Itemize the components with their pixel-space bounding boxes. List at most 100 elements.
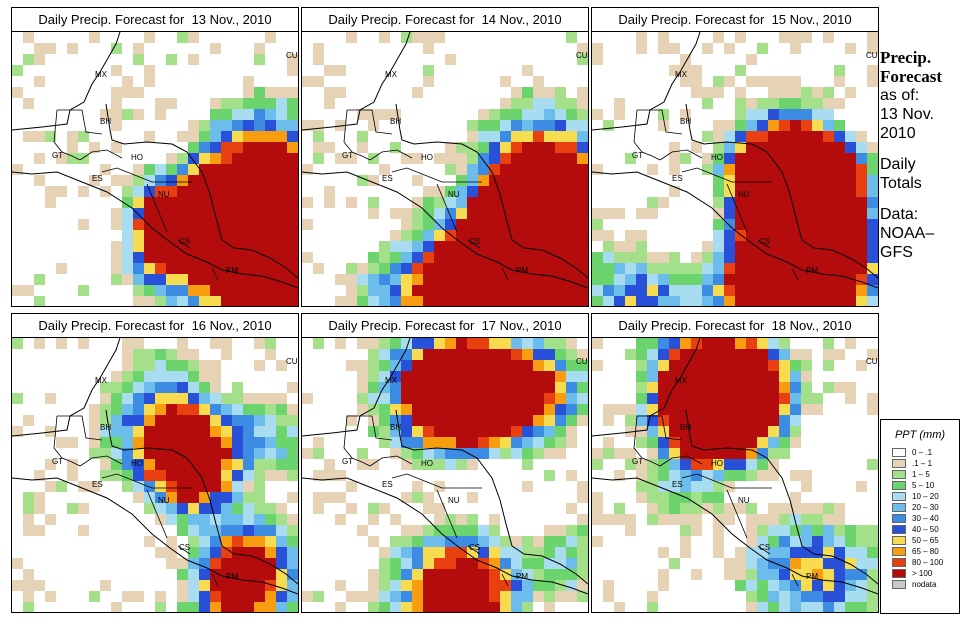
forecast-panel: Daily Precip. Forecast for 17 Nov., 2010…: [301, 313, 589, 613]
legend-label: 80 – 100: [912, 557, 944, 567]
country-label: PM: [516, 266, 528, 275]
country-label: GT: [52, 151, 63, 160]
source-line1: Data:: [880, 206, 919, 223]
coastline: [592, 32, 878, 289]
coastline: [592, 338, 878, 595]
legend-label: 1 – 5: [912, 469, 930, 479]
side-heading-line1: Precip.: [880, 48, 932, 67]
legend-item: > 100: [892, 568, 959, 579]
country-borders: [343, 415, 509, 587]
legend-swatch: [892, 525, 906, 534]
totals-line1: Daily: [880, 156, 916, 173]
country-label: HO: [711, 459, 723, 468]
country-label: NU: [448, 496, 460, 505]
legend-swatch: [892, 492, 906, 501]
country-label: CU: [576, 357, 588, 366]
country-label: CS: [759, 237, 770, 246]
country-label: BH: [680, 423, 691, 432]
country-label: CS: [759, 543, 770, 552]
legend-swatch: [892, 580, 906, 589]
legend-item: 30 – 40: [892, 513, 959, 524]
country-label: HO: [421, 459, 433, 468]
country-label: NU: [158, 496, 170, 505]
country-label: CS: [179, 543, 190, 552]
precip-map: CU MX BH GT HO ES NU CS PM: [302, 338, 588, 612]
country-label: CS: [179, 237, 190, 246]
legend-item: 10 – 20: [892, 491, 959, 502]
country-label: ES: [672, 174, 683, 183]
country-label: MX: [385, 70, 398, 79]
precip-grid: [12, 32, 298, 306]
country-label: ES: [92, 174, 103, 183]
country-label: GT: [632, 151, 643, 160]
precip-grid: [592, 338, 878, 612]
legend-item: 40 – 50: [892, 524, 959, 535]
legend-label: .1 – 1: [912, 458, 933, 468]
legend-item: nodata: [892, 579, 959, 590]
legend-label: 20 – 30: [912, 502, 939, 512]
coastline: [302, 338, 588, 595]
asof-line2: 13 Nov.: [880, 106, 934, 123]
country-label: PM: [226, 266, 238, 275]
legend-swatch: [892, 547, 906, 556]
country-label: HO: [421, 153, 433, 162]
legend-swatch: [892, 448, 906, 457]
legend-title: PPT (mm): [894, 429, 946, 441]
legend-item: 5 – 10: [892, 480, 959, 491]
panel-title: Daily Precip. Forecast for 17 Nov., 2010: [302, 314, 588, 338]
precip-map: CU MX BH GT HO ES NU CS PM: [12, 32, 298, 306]
forecast-panel: Daily Precip. Forecast for 18 Nov., 2010…: [591, 313, 879, 613]
country-label: BH: [390, 423, 401, 432]
legend-item: 80 – 100: [892, 557, 959, 568]
country-label: ES: [382, 480, 393, 489]
legend-label: 10 – 20: [912, 491, 939, 501]
precip-map-canvas: CU MX BH GT HO ES NU CS PM: [12, 338, 298, 612]
asof-line3: 2010: [880, 125, 916, 142]
legend-item: .1 – 1: [892, 458, 959, 469]
forecast-panel: Daily Precip. Forecast for 16 Nov., 2010…: [11, 313, 299, 613]
country-label: MX: [95, 376, 108, 385]
panel-title: Daily Precip. Forecast for 14 Nov., 2010: [302, 8, 588, 32]
forecast-panel: Daily Precip. Forecast for 14 Nov., 2010…: [301, 7, 589, 307]
country-label: MX: [95, 70, 108, 79]
legend-label: 65 – 80: [912, 546, 939, 556]
country-label: CS: [469, 543, 480, 552]
country-label: BH: [680, 117, 691, 126]
country-label: CU: [286, 357, 298, 366]
country-label: HO: [131, 153, 143, 162]
country-label: NU: [738, 496, 750, 505]
country-label: GT: [632, 457, 643, 466]
legend-item: 65 – 80: [892, 546, 959, 557]
legend-swatch: [892, 459, 906, 468]
country-label: BH: [390, 117, 401, 126]
panel-title: Daily Precip. Forecast for 16 Nov., 2010: [12, 314, 298, 338]
country-label: BH: [100, 117, 111, 126]
legend-label: 5 – 10: [912, 480, 935, 490]
country-borders: [343, 109, 509, 281]
precip-map-canvas: CU MX BH GT HO ES NU CS PM: [302, 32, 588, 306]
panel-title: Daily Precip. Forecast for 15 Nov., 2010: [592, 8, 878, 32]
country-label: ES: [92, 480, 103, 489]
country-borders: [53, 109, 219, 281]
country-label: CU: [866, 357, 878, 366]
precip-grid: [592, 32, 878, 306]
country-label: NU: [448, 190, 460, 199]
country-label: ES: [672, 480, 683, 489]
precip-grid: [302, 338, 588, 612]
country-label: PM: [516, 572, 528, 581]
country-label: CU: [866, 51, 878, 60]
country-borders: [53, 415, 219, 587]
country-borders: [633, 415, 799, 587]
coastline: [12, 338, 298, 595]
legend-swatch: [892, 514, 906, 523]
country-label: NU: [738, 190, 750, 199]
legend-label: nodata: [912, 579, 937, 589]
legend-swatch: [892, 569, 906, 578]
country-label: CU: [576, 51, 588, 60]
source-line3: GFS: [880, 244, 913, 261]
forecast-panel: Daily Precip. Forecast for 13 Nov., 2010…: [11, 7, 299, 307]
panel-title: Daily Precip. Forecast for 18 Nov., 2010: [592, 314, 878, 338]
country-label: GT: [52, 457, 63, 466]
country-label: PM: [226, 572, 238, 581]
